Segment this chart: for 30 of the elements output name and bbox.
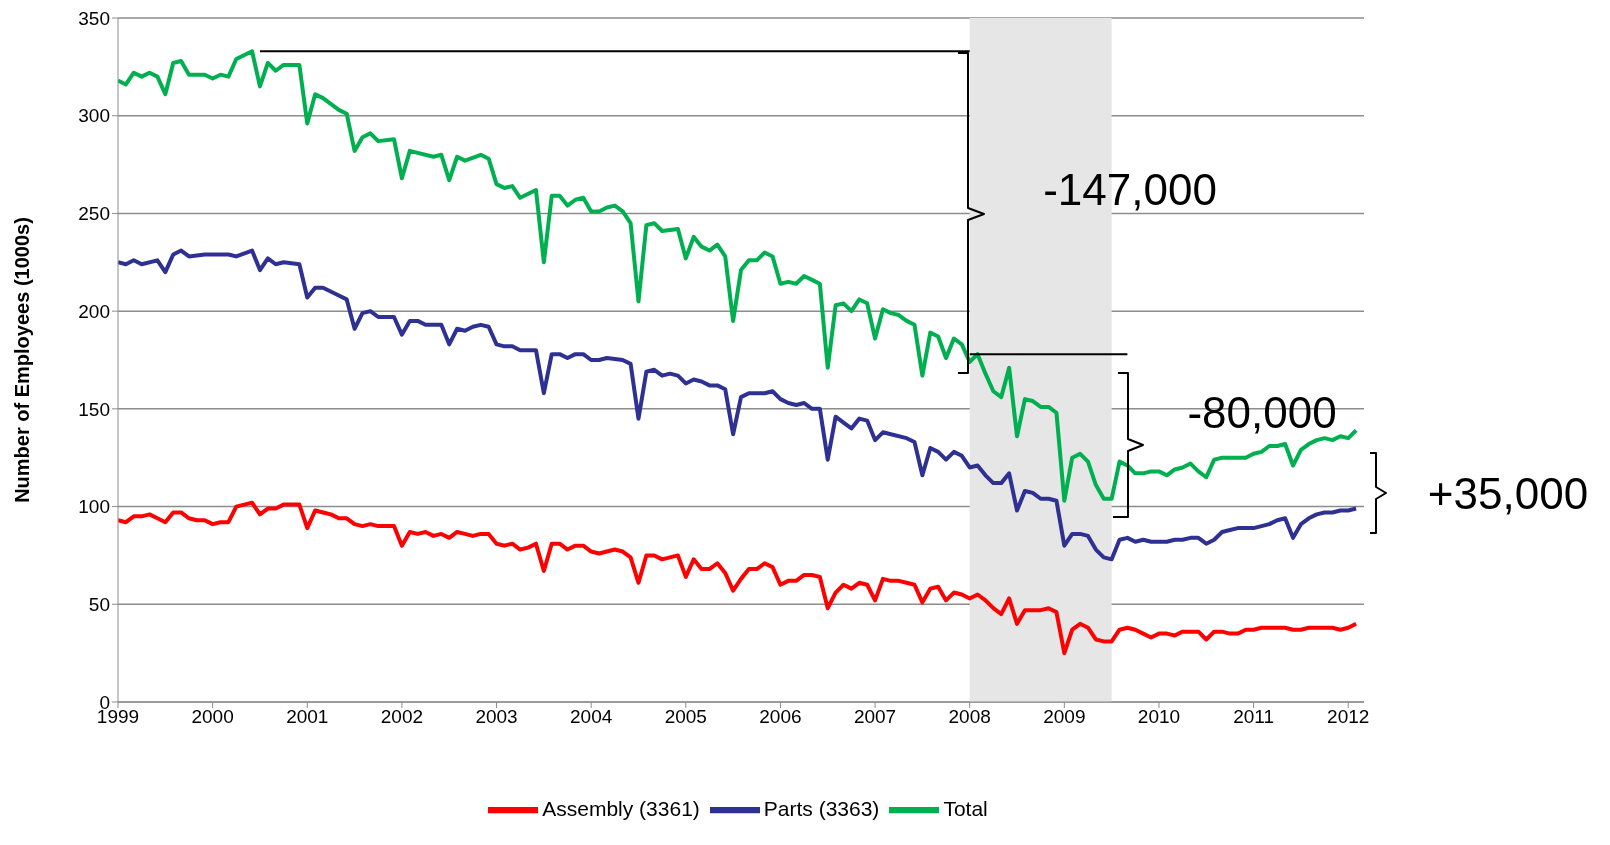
x-tick-label: 2004 bbox=[570, 706, 613, 728]
line-series bbox=[118, 248, 1359, 562]
x-tick-label: 2002 bbox=[380, 706, 424, 728]
x-tick-label: 2008 bbox=[948, 706, 991, 728]
legend-label: Parts (3363) bbox=[763, 796, 880, 820]
y-tick-label: 50 bbox=[88, 594, 110, 616]
x-tick-label: 2011 bbox=[1233, 706, 1275, 728]
annotation: -147,000 bbox=[1043, 165, 1217, 215]
annotation: -80,000 bbox=[1187, 388, 1337, 438]
x-tick-label: 2005 bbox=[664, 706, 707, 728]
x-tick-label: 2001 bbox=[286, 706, 329, 728]
x-tick-label: 2009 bbox=[1043, 706, 1086, 728]
y-tick-label: 100 bbox=[78, 496, 110, 518]
x-tick-label: 2003 bbox=[475, 706, 518, 728]
y-tick-label: 150 bbox=[78, 398, 110, 420]
y-tick-label: 300 bbox=[78, 105, 110, 127]
y-tick-label: 200 bbox=[78, 300, 110, 322]
legend-label: Assembly (3361) bbox=[542, 796, 700, 820]
x-tick-label: 2007 bbox=[853, 706, 897, 728]
y-axis-title: Number of Employees (1000s) bbox=[11, 217, 34, 503]
x-tick-label: 2006 bbox=[759, 706, 802, 728]
legend-label: Total bbox=[943, 796, 988, 820]
x-tick-label: 2012 bbox=[1327, 706, 1370, 728]
x-tick-label: 2010 bbox=[1137, 706, 1181, 728]
x-tick-label: 2000 bbox=[191, 706, 234, 728]
line-series bbox=[118, 500, 1359, 656]
y-tick-label: 250 bbox=[78, 203, 110, 225]
y-tick-label: 350 bbox=[78, 7, 110, 29]
line-series bbox=[118, 49, 1359, 503]
text: +35,000 bbox=[1427, 469, 1589, 519]
